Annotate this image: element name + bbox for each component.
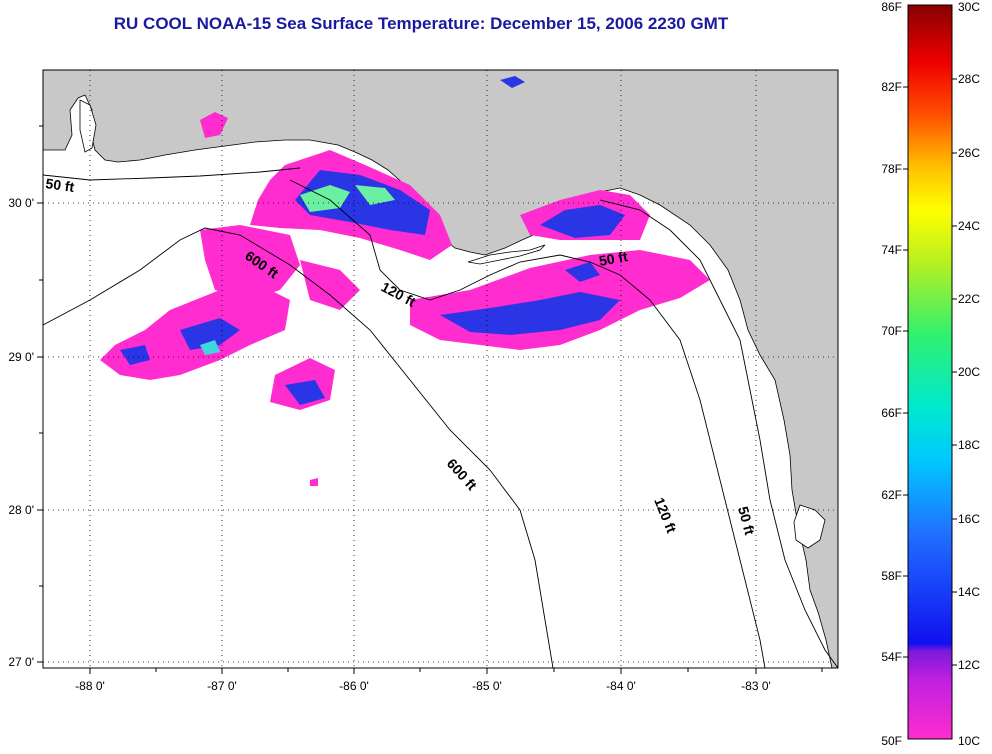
colorbar-c-label: 14C	[958, 585, 980, 599]
lat-tick-label: 29 0'	[8, 350, 34, 364]
colorbar-c-label: 18C	[958, 438, 980, 452]
barrier-island	[467, 244, 546, 265]
colorbar-c-label: 20C	[958, 365, 980, 379]
colorbar-c-label: 30C	[958, 0, 980, 14]
colorbar-f-label: 70F	[881, 324, 902, 338]
lon-tick-label: -85 0'	[472, 679, 502, 693]
colorbar-f-label: 86F	[881, 0, 902, 14]
lon-tick-label: -86 0'	[339, 679, 369, 693]
lat-tick-label: 27 0'	[8, 655, 34, 669]
isobath-label: 50 ft	[735, 505, 758, 537]
lon-tick-label: -88 0'	[75, 679, 105, 693]
lon-tick-label: -83 0'	[741, 679, 771, 693]
colorbar-c-label: 16C	[958, 512, 980, 526]
colorbar-f-label: 78F	[881, 162, 902, 176]
colorbar-c-label: 12C	[958, 658, 980, 672]
colorbar-f-label: 58F	[881, 569, 902, 583]
map-title: RU COOL NOAA-15 Sea Surface Temperature:…	[113, 14, 729, 33]
colorbar-c-label: 10C	[958, 734, 980, 748]
map-frame	[42, 69, 839, 669]
lat-tick-label: 30 0'	[8, 196, 34, 210]
colorbar-f-label: 54F	[881, 650, 902, 664]
colorbar-c-label: 24C	[958, 219, 980, 233]
axis-ticks	[37, 125, 823, 674]
colorbar-gradient	[907, 4, 953, 740]
isobaths	[43, 167, 838, 668]
lon-tick-label: -87 0'	[207, 679, 237, 693]
colorbar-f-label: 82F	[881, 80, 902, 94]
isobath-label: 50 ft	[45, 175, 76, 195]
lon-tick-label: -84 0'	[606, 679, 636, 693]
isobath-label: 50 ft	[598, 248, 629, 269]
tampa-bay	[793, 504, 826, 549]
colorbar-c-label: 22C	[958, 292, 980, 306]
colorbar-c-label: 28C	[958, 72, 980, 86]
colorbar-c-label: 26C	[958, 146, 980, 160]
colorbar-f-label: 50F	[881, 734, 902, 748]
colorbar-f-label: 62F	[881, 488, 902, 502]
colorbar-f-label: 66F	[881, 406, 902, 420]
colorbar-ticks	[903, 78, 957, 666]
land-north	[43, 70, 838, 668]
colorbar-f-label: 74F	[881, 243, 902, 257]
lat-tick-label: 28 0'	[8, 503, 34, 517]
